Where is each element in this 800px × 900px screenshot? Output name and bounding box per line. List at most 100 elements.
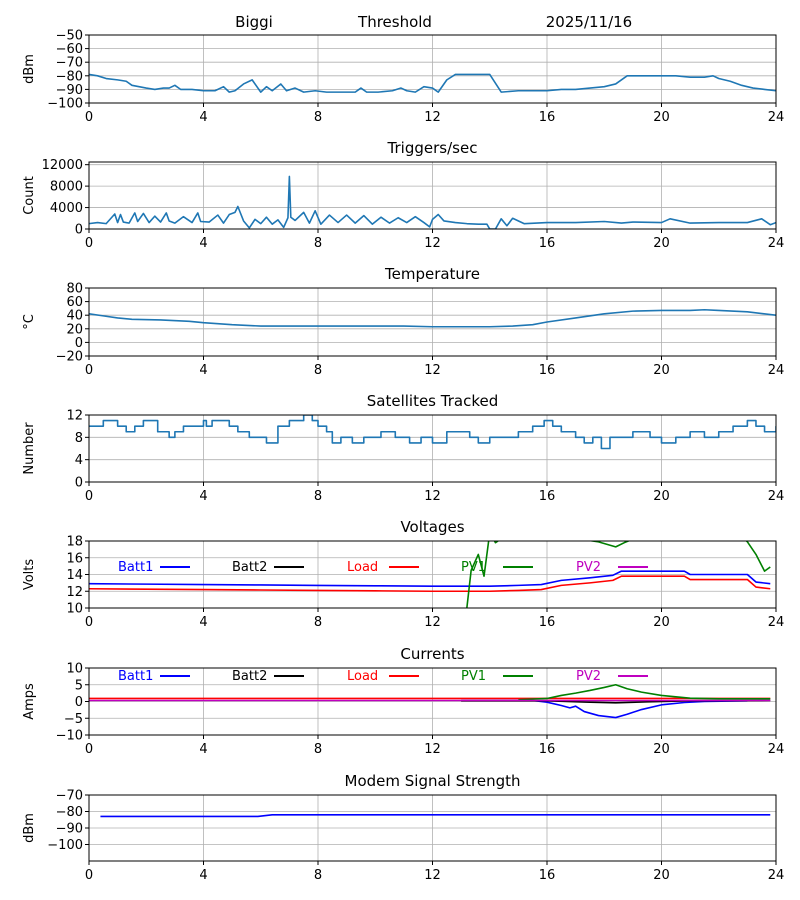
series-group bbox=[89, 683, 771, 719]
x-tick-label: 12 bbox=[424, 236, 441, 251]
y-axis-label: Count bbox=[22, 176, 37, 215]
legend-label: Batt1 bbox=[118, 560, 153, 575]
y-tick-label: 18 bbox=[66, 535, 83, 550]
x-tick-label: 24 bbox=[768, 868, 785, 883]
y-tick-label: 14 bbox=[66, 568, 83, 583]
y-axis-label: dBm bbox=[22, 54, 37, 84]
panel-triggers: Triggers/sec 0 4 8 12 16 20 24 0 4000 8000 12000 Cou… bbox=[22, 139, 784, 251]
x-tick-label: 20 bbox=[653, 110, 670, 125]
y-tick-label: −70 bbox=[56, 789, 83, 804]
panel-threshold: 0 4 8 12 16 20 24 −50−60−70−80−90−100 dBm bbox=[22, 29, 784, 126]
y-tick-label: 16 bbox=[66, 551, 83, 566]
legend-item: PV1 bbox=[461, 560, 533, 575]
x-tick-label: 0 bbox=[85, 489, 93, 504]
grid bbox=[88, 34, 777, 104]
chart-title: Satellites Tracked bbox=[367, 392, 498, 410]
y-tick-label: 5 bbox=[75, 678, 83, 693]
series-group bbox=[100, 814, 771, 818]
x-tick-label: 0 bbox=[85, 868, 93, 883]
y-tick-label: 0 bbox=[75, 223, 83, 238]
grid bbox=[88, 414, 777, 483]
series-line-satellites bbox=[89, 415, 776, 450]
y-tick-label: 0 bbox=[75, 336, 83, 351]
chart-title: Currents bbox=[400, 645, 464, 663]
panel-modem: Modem Signal Strength 0 4 8 12 16 20 24 −70−80 −9… bbox=[22, 772, 784, 883]
series-group bbox=[89, 541, 771, 608]
y-axis-label: °C bbox=[22, 314, 37, 330]
legend-label: Batt2 bbox=[232, 560, 267, 575]
x-tick-label: 4 bbox=[199, 236, 207, 251]
chart-title: Modem Signal Strength bbox=[345, 772, 521, 790]
x-tick-label: 16 bbox=[539, 615, 556, 630]
x-tick-label: 24 bbox=[768, 110, 785, 125]
series-line-batt1 bbox=[461, 699, 748, 719]
legend-item: PV1 bbox=[461, 669, 533, 684]
x-tick-label: 4 bbox=[199, 363, 207, 378]
x-tick-label: 24 bbox=[768, 236, 785, 251]
x-tick-label: 12 bbox=[424, 868, 441, 883]
grid bbox=[88, 540, 777, 609]
series-line-pv1 bbox=[466, 541, 771, 608]
x-tick-label: 4 bbox=[199, 489, 207, 504]
legend-label: Batt1 bbox=[118, 669, 153, 684]
x-tick-label: 8 bbox=[314, 615, 322, 630]
y-tick-label: −100 bbox=[47, 838, 83, 853]
y-tick-label: −70 bbox=[56, 56, 83, 71]
x-tick-label: 12 bbox=[424, 363, 441, 378]
y-tick-label: 8 bbox=[75, 431, 83, 446]
legend: Batt1 Batt2 Load PV1 PV2 bbox=[118, 560, 648, 575]
legend-item: Batt2 bbox=[232, 560, 304, 575]
y-axis-label: dBm bbox=[22, 813, 37, 843]
y-tick-label: 0 bbox=[75, 695, 83, 710]
x-tick-label: 8 bbox=[314, 110, 322, 125]
series-line-modem bbox=[100, 814, 771, 818]
y-tick-label: 4 bbox=[75, 453, 83, 468]
chart-title: Voltages bbox=[400, 518, 464, 536]
x-tick-label: 20 bbox=[653, 489, 670, 504]
x-tick-label: 24 bbox=[768, 615, 785, 630]
legend-label: Load bbox=[347, 669, 378, 684]
x-tick-label: 20 bbox=[653, 742, 670, 757]
x-tick-label: 0 bbox=[85, 236, 93, 251]
x-tick-label: 8 bbox=[314, 363, 322, 378]
x-tick-label: 0 bbox=[85, 363, 93, 378]
legend-item: Load bbox=[347, 669, 419, 684]
y-axis-label: Number bbox=[22, 422, 37, 475]
x-tick-label: 12 bbox=[424, 489, 441, 504]
x-tick-label: 16 bbox=[539, 489, 556, 504]
legend-item: Batt1 bbox=[118, 669, 190, 684]
y-tick-label: 8000 bbox=[50, 180, 83, 195]
x-tick-label: 24 bbox=[768, 742, 785, 757]
y-tick-label: −60 bbox=[56, 42, 83, 57]
series-line-load bbox=[89, 575, 771, 593]
y-tick-label: −5 bbox=[64, 712, 83, 727]
chart-title: Temperature bbox=[384, 265, 480, 283]
y-tick-label: −80 bbox=[56, 69, 83, 84]
y-tick-label: 10 bbox=[66, 602, 83, 617]
x-tick-label: 20 bbox=[653, 363, 670, 378]
y-tick-label: 80 bbox=[66, 282, 83, 297]
y-tick-label: 20 bbox=[66, 322, 83, 337]
legend: Batt1 Batt2 Load PV1 PV2 bbox=[118, 669, 648, 684]
legend-label: PV2 bbox=[576, 560, 601, 575]
y-tick-label: −100 bbox=[47, 97, 83, 112]
x-tick-label: 4 bbox=[199, 110, 207, 125]
x-tick-label: 8 bbox=[314, 868, 322, 883]
legend-item: PV2 bbox=[576, 669, 648, 684]
legend-label: PV1 bbox=[461, 560, 486, 575]
y-tick-label: 10 bbox=[66, 662, 83, 677]
x-tick-label: 0 bbox=[85, 742, 93, 757]
y-tick-label: −20 bbox=[56, 350, 83, 365]
x-tick-label: 16 bbox=[539, 868, 556, 883]
x-tick-label: 20 bbox=[653, 236, 670, 251]
series-group bbox=[89, 175, 776, 229]
series-line-threshold bbox=[89, 73, 776, 93]
x-tick-label: 12 bbox=[424, 110, 441, 125]
x-tick-label: 16 bbox=[539, 110, 556, 125]
x-tick-label: 12 bbox=[424, 615, 441, 630]
x-tick-label: 16 bbox=[539, 742, 556, 757]
legend-item: Batt1 bbox=[118, 560, 190, 575]
